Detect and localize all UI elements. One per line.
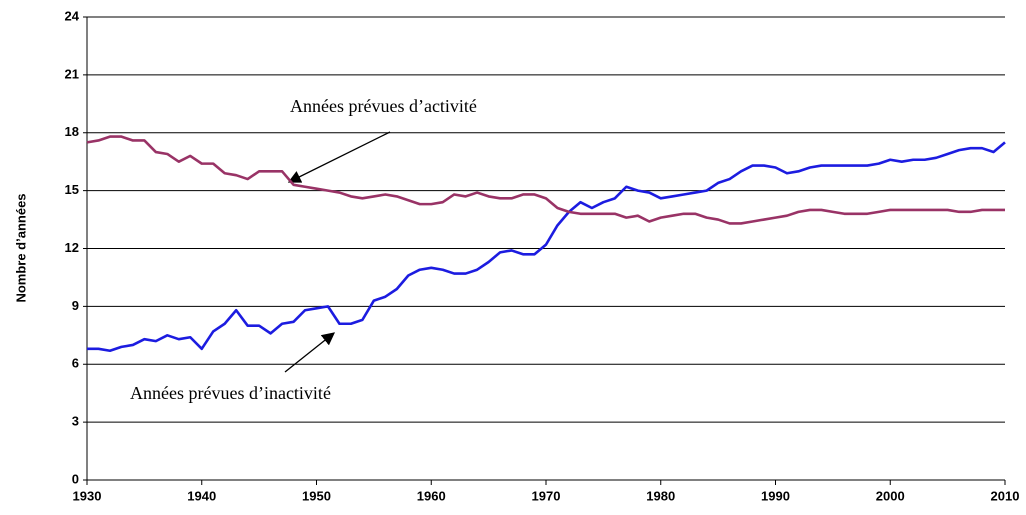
annotation: Années prévues d’inactivité: [130, 383, 331, 403]
y-tick-label: 21: [65, 66, 79, 81]
series-line: [86, 135, 1005, 225]
x-tick-label: 1960: [417, 488, 446, 503]
x-tick-label: 1990: [761, 488, 790, 503]
x-tick-label: 1970: [532, 488, 561, 503]
series-line: [87, 141, 1006, 353]
arrow: [284, 332, 336, 373]
y-tick-label: 6: [72, 356, 79, 371]
annotation: Années prévues d’activité: [290, 96, 477, 116]
y-tick-label: 0: [72, 471, 79, 486]
y-tick-label: 15: [65, 182, 79, 197]
x-tick-label: 1930: [73, 488, 102, 503]
y-tick-label: 24: [65, 8, 80, 23]
x-tick-label: 1940: [187, 488, 216, 503]
x-tick-label: 1950: [302, 488, 331, 503]
y-tick-label: 12: [65, 240, 79, 255]
arrow: [287, 131, 391, 183]
y-tick-label: 3: [72, 414, 79, 429]
y-tick-label: 18: [65, 124, 79, 139]
y-axis-label: Nombre d’années: [13, 193, 28, 302]
x-tick-label: 2000: [876, 488, 905, 503]
x-tick-label: 1980: [646, 488, 675, 503]
x-tick-label: 2010: [991, 488, 1020, 503]
y-tick-label: 9: [72, 298, 79, 313]
